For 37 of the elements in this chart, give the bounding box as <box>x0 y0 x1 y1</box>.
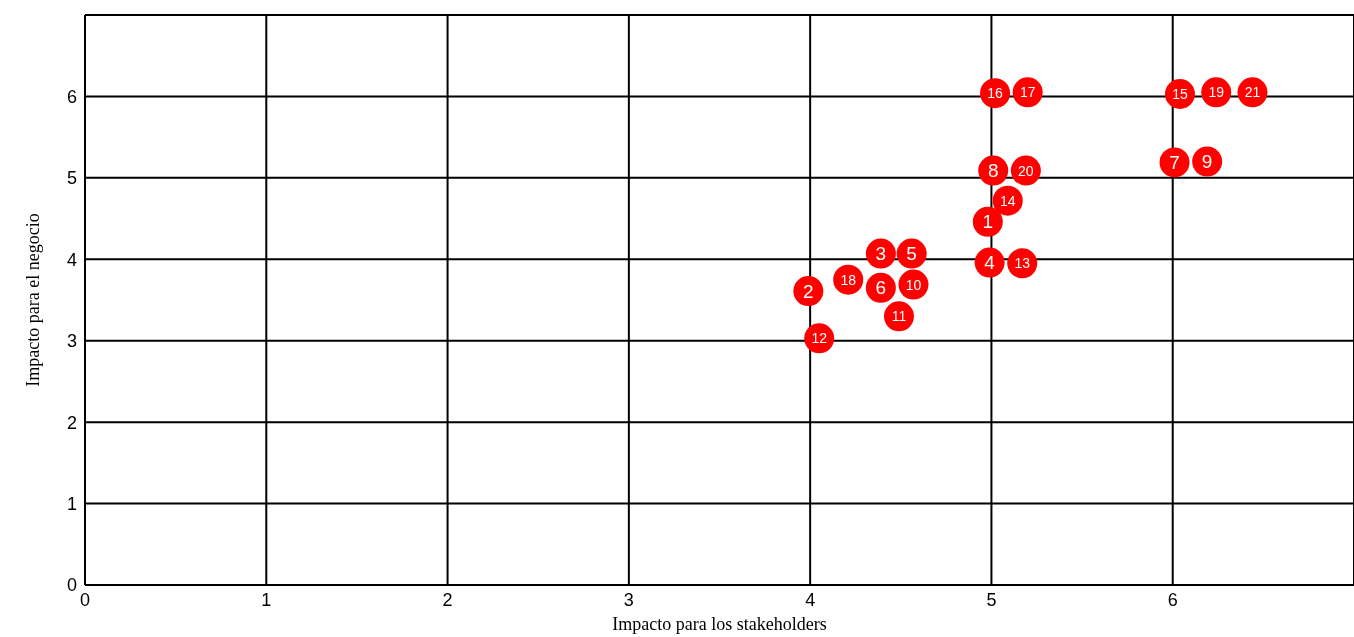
annotation: 13 <box>1014 255 1031 272</box>
y-tick-label: 4 <box>66 249 77 270</box>
annotation: 20 <box>1018 162 1034 179</box>
annotation: 14 <box>999 192 1016 209</box>
annotation: 11 <box>891 308 907 325</box>
x-tick-label: 0 <box>79 589 91 610</box>
annotation: 16 <box>987 85 1004 102</box>
y-tick-label: 0 <box>66 575 77 596</box>
annotation: 6 <box>875 277 887 299</box>
y-tick-label: 6 <box>66 86 77 107</box>
annotation: 12 <box>811 330 828 347</box>
x-tick-label: 2 <box>442 589 453 610</box>
x-tick-label: 4 <box>805 589 816 610</box>
annotation: 4 <box>984 252 996 274</box>
annotation: 21 <box>1244 84 1261 101</box>
annotation: 10 <box>905 276 922 293</box>
y-tick-label: 5 <box>66 168 77 189</box>
annotation: 2 <box>803 280 814 302</box>
annotation: 9 <box>1201 151 1213 173</box>
x-axis-title: Impacto para los stakeholders <box>612 613 827 634</box>
y-axis-title: Impacto para el negocio <box>23 213 44 387</box>
annotation: 19 <box>1208 84 1225 101</box>
annotation: 18 <box>840 271 857 288</box>
y-tick-label: 3 <box>66 331 77 352</box>
annotation: 3 <box>875 243 887 265</box>
annotation: 7 <box>1169 151 1180 173</box>
x-tick-label: 1 <box>261 589 272 610</box>
annotation: 17 <box>1019 84 1036 101</box>
annotation: 15 <box>1172 85 1188 102</box>
y-tick-label: 1 <box>66 493 77 514</box>
y-tick-label: 2 <box>66 412 77 433</box>
annotation: 5 <box>906 243 917 265</box>
annotation: 8 <box>987 160 999 182</box>
x-tick-label: 5 <box>986 589 997 610</box>
annotation: 1 <box>982 211 994 233</box>
x-tick-label: 3 <box>623 589 634 610</box>
x-tick-label: 6 <box>1167 589 1178 610</box>
